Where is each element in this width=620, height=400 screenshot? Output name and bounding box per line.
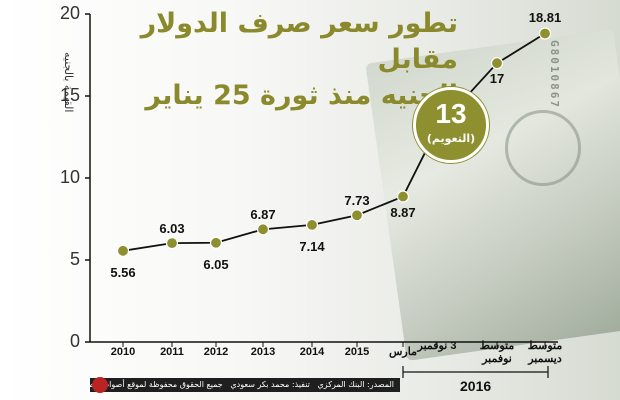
x-tick-label: 2011: [160, 346, 184, 358]
y-tick-label: 0: [69, 331, 80, 351]
title-line-2: الجنيه منذ ثورة 25 يناير: [145, 80, 458, 111]
data-label: 6.87: [250, 207, 276, 223]
y-tick-label: 15: [59, 85, 80, 105]
footer-source: المصدر: البنك المركزي: [317, 380, 394, 389]
devaluation-badge: 13 (التعويم): [413, 87, 489, 163]
data-label: 18.81: [528, 9, 562, 25]
badge-label: (التعويم): [426, 132, 476, 145]
data-point-مارس: [396, 190, 410, 203]
footer-design: تنفيذ: محمد بكر سعودي: [230, 380, 310, 389]
data-point-2011: [165, 237, 179, 250]
data-point-2013: [256, 223, 270, 236]
x-tick-label: 2013: [250, 346, 276, 358]
y-axis-label: القيمة بالجنيه: [62, 52, 75, 113]
footer-rights: جميع الحقوق محفوظة لموقع أصوات مصرية: [90, 380, 223, 389]
chart-title: تطور سعر صرف الدولار مقابل الجنيه منذ ثو…: [58, 6, 458, 114]
x-tick-label: 2010: [110, 346, 136, 358]
banknote-seal: [505, 110, 581, 186]
y-tick-label: 20: [59, 3, 80, 23]
x-tick-label: 2015: [344, 346, 370, 358]
x-tick-label: مارس: [389, 346, 417, 358]
data-point-2014: [305, 218, 319, 232]
y-tick-label: 10: [59, 167, 80, 187]
x-tick-label: 2014: [299, 346, 325, 358]
site-logo-icon: [92, 377, 108, 393]
badge-value: 13: [435, 98, 467, 129]
year-group-label: 2016: [460, 378, 492, 394]
data-point-2010: [116, 244, 130, 257]
title-line-1: تطور سعر صرف الدولار مقابل: [140, 8, 458, 75]
y-tick-label: 5: [69, 249, 80, 269]
x-tick-label: متوسط ديسمبر: [527, 340, 563, 365]
data-point-2012: [209, 236, 223, 249]
data-point-متوسط ديسمبر: [538, 27, 552, 40]
data-label: 6.05: [203, 256, 229, 272]
footer-credits: المصدر: البنك المركزي تنفيذ: محمد بكر سع…: [90, 378, 400, 392]
x-tick-label: متوسط نوفمبر: [479, 340, 515, 365]
x-tick-label: 3 نوفمبر: [417, 340, 457, 352]
data-label: 17: [489, 71, 505, 87]
x-tick-label: 2012: [203, 346, 229, 358]
data-point-2015: [350, 209, 364, 222]
banknote-serial: G8010867: [548, 40, 561, 109]
data-label: 6.03: [159, 221, 185, 237]
data-point-متوسط نوفمبر: [490, 57, 504, 70]
data-label: 7.73: [344, 193, 370, 209]
data-label: 5.56: [110, 264, 136, 280]
data-label: 7.14: [299, 238, 325, 254]
data-label: 8.87: [390, 204, 416, 220]
